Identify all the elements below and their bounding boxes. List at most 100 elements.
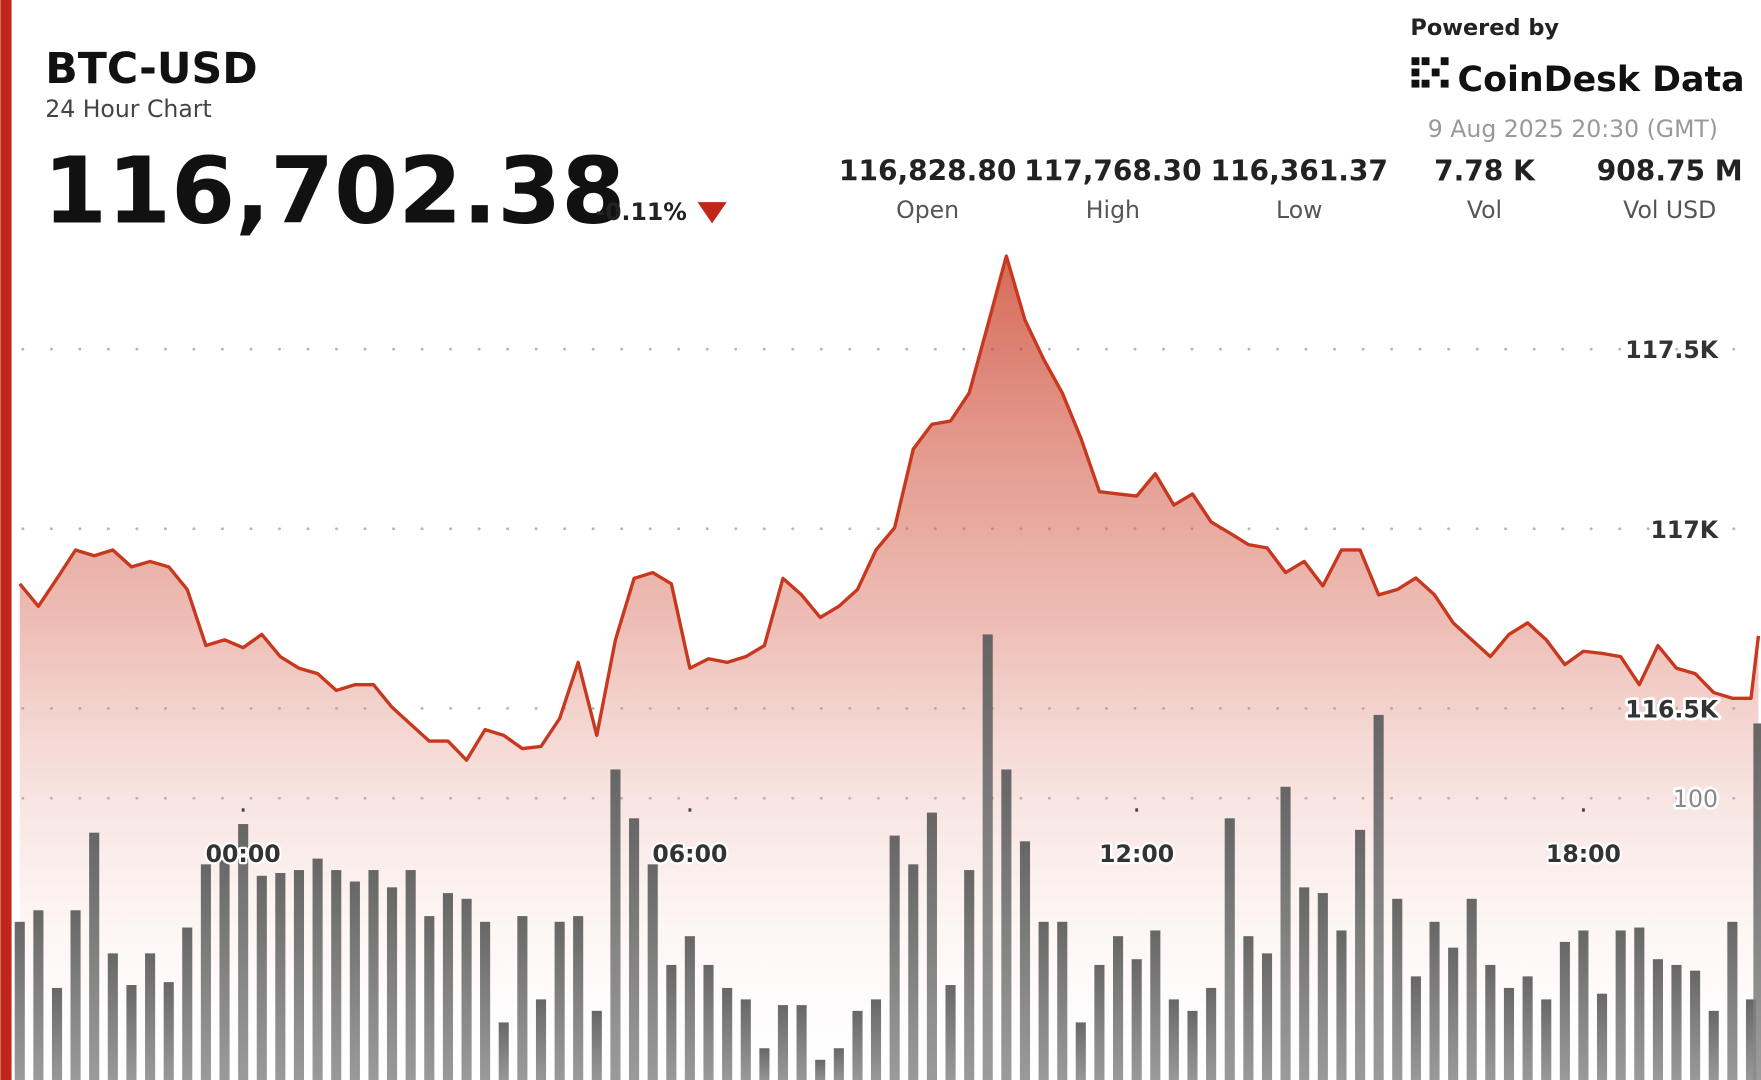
volume-bar [219, 852, 230, 1080]
volume-bar [554, 921, 565, 1080]
volume-bar [815, 1059, 826, 1080]
stat-value: 116,361.37 [1211, 155, 1388, 188]
volume-bar [1168, 999, 1179, 1080]
volume-bar [1596, 993, 1608, 1080]
volume-bar [852, 1010, 863, 1080]
volume-bar [480, 921, 491, 1080]
stats-row: 116,828.80 Open 117,768.30 High 116,361.37 Lo… [839, 155, 1743, 224]
volume-bar [1392, 898, 1403, 1080]
volume-bar [368, 870, 379, 1080]
volume-bars [14, 634, 1761, 1080]
volume-bar [293, 870, 305, 1080]
stat-label: Vol USD [1623, 196, 1716, 224]
volume-bar [14, 921, 25, 1080]
volume-bar [1466, 898, 1477, 1080]
volume-bar [1522, 976, 1533, 1080]
volume-bar [70, 910, 81, 1080]
volume-bar [1224, 818, 1235, 1080]
volume-bar [1187, 1010, 1198, 1080]
volume-bar [1652, 959, 1663, 1080]
stat-value: 908.75 M [1597, 155, 1743, 188]
subtitle: 24 Hour Chart [45, 95, 211, 123]
volume-bar [926, 812, 937, 1080]
volume-bar [684, 936, 695, 1080]
volume-bar [1541, 999, 1552, 1080]
stat-value: 117,768.30 [1024, 155, 1201, 188]
volume-bar [1317, 893, 1328, 1080]
volume-bar [517, 916, 528, 1080]
volume-bar [1019, 841, 1031, 1080]
volume-bar [1355, 829, 1366, 1080]
volume-bar [889, 835, 900, 1080]
volume-bar [405, 870, 416, 1080]
current-price: 116,702.38 [43, 137, 625, 244]
volume-bar [1708, 1010, 1719, 1080]
volume-bar [442, 893, 453, 1080]
volume-bar [1280, 786, 1291, 1080]
volume-bar [945, 985, 956, 1080]
x-tick-label: 18:00 [1546, 840, 1621, 868]
volume-bar [275, 872, 286, 1080]
volume-bar [1373, 714, 1384, 1080]
volume-bar [1243, 936, 1254, 1080]
volume-bar [256, 875, 267, 1080]
volume-bar [1113, 936, 1124, 1080]
volume-bar [1410, 976, 1421, 1080]
volume-bar [647, 864, 658, 1080]
volume-bar [1448, 947, 1459, 1080]
volume-bar [1429, 921, 1440, 1080]
price-area [19, 256, 1759, 1080]
stat-label: Open [896, 196, 959, 224]
volume-bar [1690, 970, 1701, 1080]
timestamp: 9 Aug 2025 20:30 (GMT) [1428, 115, 1718, 143]
volume-bar [51, 987, 63, 1080]
y-tick-label: 117.5K [1625, 336, 1719, 364]
volume-bar [573, 916, 584, 1080]
volume-bar [1634, 927, 1645, 1080]
brand-name: CoinDesk Data [1458, 60, 1745, 100]
volume-bar [182, 927, 193, 1080]
stat-label: Low [1276, 196, 1322, 224]
volume-bar [629, 818, 640, 1080]
volume-bar [312, 858, 323, 1080]
volume-bar [1001, 769, 1012, 1080]
volume-bar [1131, 959, 1142, 1080]
volume-bar [1057, 921, 1068, 1080]
accent-bar [0, 0, 12, 1080]
ticker-title: BTC-USD [45, 44, 257, 94]
volume-bar [386, 887, 398, 1080]
brand-logo [1411, 57, 1449, 88]
x-tick-label: 12:00 [1099, 840, 1174, 868]
volume-bar [591, 1010, 602, 1080]
down-indicator [697, 202, 727, 224]
volume-bar [1559, 941, 1570, 1080]
stat-value: 7.78 K [1434, 155, 1536, 188]
x-tick-label: 06:00 [652, 840, 727, 868]
volume-bar [1671, 964, 1682, 1080]
plot-area: 116.5K 117K 117.5K 100 00:00 06:00 12:00 18:00 [14, 254, 1761, 1080]
y-tick-label: 117K [1651, 516, 1719, 544]
volume-bar [1485, 964, 1496, 1080]
volume-bar [1206, 987, 1217, 1080]
volume-bar [722, 987, 733, 1080]
stat-label: Vol [1467, 196, 1502, 224]
volume-bar [1753, 723, 1761, 1080]
volume-bar [535, 999, 547, 1080]
price-change: -0.11% [595, 198, 687, 226]
stat-label: High [1086, 196, 1140, 224]
volume-bar [1261, 953, 1273, 1080]
line-layer [18, 254, 1761, 762]
volume-bar [740, 999, 751, 1080]
volume-bar [89, 832, 100, 1080]
volume-bar [349, 881, 360, 1080]
volume-bar [424, 916, 435, 1080]
volume-bar [1745, 999, 1757, 1080]
volume-bar [964, 870, 975, 1080]
volume-bar [33, 910, 44, 1080]
volume-bar [777, 1005, 788, 1080]
volume-bar [1615, 930, 1626, 1080]
volume-bar [1075, 1022, 1086, 1080]
volume-bar [796, 1005, 807, 1080]
